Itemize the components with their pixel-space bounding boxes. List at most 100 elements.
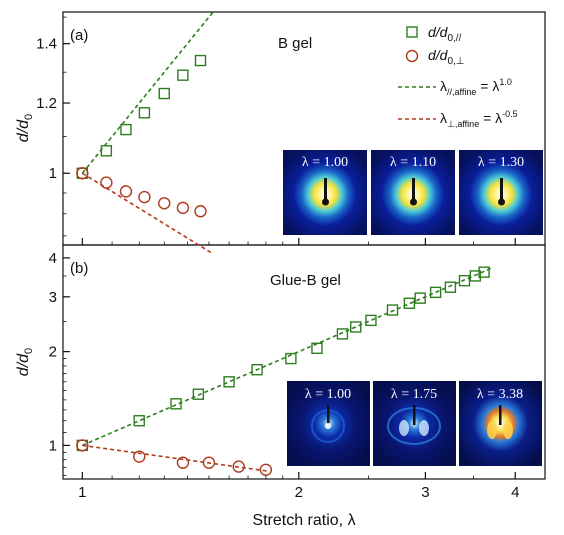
panel-b-title: Glue-B gel bbox=[270, 272, 341, 289]
data-point-b-parallel bbox=[478, 266, 490, 278]
beamstop bbox=[413, 405, 416, 425]
data-point-a-perp bbox=[76, 167, 89, 180]
data-point-a-perp bbox=[138, 190, 151, 204]
x-tick-label: 4 bbox=[511, 484, 519, 501]
data-point-a-parallel bbox=[120, 123, 132, 136]
data-point-b-perp bbox=[232, 460, 245, 473]
inset-a-3: λ = 1.30 bbox=[459, 150, 543, 235]
data-point-b-parallel bbox=[223, 376, 235, 388]
data-point-b-parallel bbox=[251, 364, 263, 376]
inset-b-1-label: λ = 1.00 bbox=[305, 387, 351, 402]
data-point-b-parallel bbox=[429, 286, 442, 299]
legend-label-perp: d/d0,⊥ bbox=[428, 47, 465, 67]
legend-label-affine-parallel: λ//,affine = λ1.0 bbox=[440, 77, 512, 97]
data-point-a-parallel bbox=[177, 69, 189, 81]
inset-b-2-label: λ = 1.75 bbox=[391, 387, 437, 402]
data-point-b-perp bbox=[259, 463, 273, 476]
panel-b-fit-lines bbox=[82, 267, 492, 473]
legend-aff-perp-eq: = λ bbox=[479, 110, 502, 126]
data-point-b-perp bbox=[76, 439, 89, 452]
panel-b-label: (b) bbox=[70, 260, 88, 277]
panel-a-ylabel-sub: 0 bbox=[23, 114, 35, 120]
inset-b-3-label: λ = 3.38 bbox=[477, 387, 523, 402]
inset-a-1: λ = 1.00 bbox=[283, 150, 367, 235]
legend: d/d0,// d/d0,⊥ λ//,affine = λ1.0 λ⊥,affi… bbox=[397, 14, 543, 133]
data-point-b-parallel bbox=[133, 415, 145, 427]
panel-a-data-markers bbox=[76, 54, 207, 218]
inset-a-1-label: λ = 1.00 bbox=[302, 155, 348, 170]
inset-b-3: λ = 3.38 bbox=[459, 381, 542, 466]
inset-a-2-label: λ = 1.10 bbox=[390, 155, 436, 170]
data-point-a-parallel bbox=[194, 54, 207, 67]
panel-b-data-markers bbox=[76, 266, 490, 476]
panel-b-ylabel: d/d0 bbox=[15, 348, 35, 376]
panel-a-insets: λ = 1.00 λ = 1.10 λ = 1.30 bbox=[283, 150, 543, 235]
fit-line-b-perp bbox=[82, 444, 270, 473]
data-point-a-perp bbox=[194, 205, 207, 218]
legend-label-parallel-main: d/d bbox=[428, 24, 449, 40]
data-point-a-parallel bbox=[158, 87, 170, 100]
inset-a-2: λ = 1.10 bbox=[371, 150, 455, 235]
data-point-b-parallel bbox=[386, 304, 399, 316]
x-tick-label: 3 bbox=[421, 484, 429, 501]
beamstop bbox=[500, 178, 503, 202]
beamstop bbox=[324, 178, 327, 202]
y-tick-label: 1 bbox=[49, 437, 57, 454]
data-point-b-parallel bbox=[365, 314, 377, 327]
beamstop bbox=[327, 405, 330, 425]
data-point-b-parallel bbox=[403, 297, 416, 309]
y-tick-label: 3 bbox=[49, 289, 57, 306]
data-point-b-parallel bbox=[192, 388, 205, 400]
inset-b-1: λ = 1.00 bbox=[287, 381, 370, 466]
data-point-b-parallel bbox=[350, 321, 362, 333]
legend-aff-par-main: λ bbox=[440, 78, 447, 94]
y-tick-label: 4 bbox=[49, 250, 57, 267]
legend-label-parallel-sub: 0,// bbox=[447, 33, 461, 44]
panel-b-ylabel-main: d/d bbox=[15, 353, 32, 376]
data-point-a-perp bbox=[119, 185, 133, 198]
data-point-b-parallel bbox=[311, 342, 323, 355]
data-point-a-parallel bbox=[100, 145, 113, 157]
data-point-b-parallel bbox=[458, 274, 471, 287]
y-tick-label: 1.4 bbox=[36, 36, 57, 53]
beamstop bbox=[412, 178, 415, 202]
legend-aff-par-eq: = λ bbox=[476, 78, 499, 94]
legend-label-perp-sub: 0,⊥ bbox=[447, 56, 464, 67]
legend-aff-par-sup: 1.0 bbox=[499, 77, 512, 87]
fit-line-a-perp bbox=[81, 172, 214, 255]
beamstop bbox=[499, 405, 502, 425]
data-point-a-perp bbox=[176, 201, 190, 215]
legend-marker-perp bbox=[405, 49, 419, 63]
fit-line-b-parallel bbox=[82, 267, 492, 447]
y-tick-label: 1.2 bbox=[36, 95, 57, 112]
x-tick-label: 2 bbox=[295, 484, 303, 501]
data-point-b-perp bbox=[133, 450, 146, 463]
inset-b-2: λ = 1.75 bbox=[373, 381, 456, 466]
data-point-a-perp bbox=[158, 197, 171, 210]
panel-a-ylabel: d/d0 bbox=[15, 114, 35, 142]
legend-label-affine-perp: λ⊥,affine = λ-0.5 bbox=[440, 109, 518, 129]
data-point-b-parallel bbox=[170, 398, 182, 410]
panel-b-ylabel-sub: 0 bbox=[23, 348, 35, 354]
legend-label-perp-main: d/d bbox=[428, 47, 449, 63]
panel-b-insets: λ = 1.00 λ = 1.75 λ = 3.38 bbox=[287, 381, 542, 466]
data-point-a-perp bbox=[100, 176, 113, 189]
legend-marker-parallel bbox=[406, 26, 418, 38]
data-point-b-parallel bbox=[469, 270, 482, 282]
panel-a-fit-lines bbox=[81, 11, 214, 255]
x-tick-label: 1 bbox=[78, 484, 86, 501]
panel-a-label: (a) bbox=[70, 27, 88, 44]
data-point-b-parallel bbox=[414, 292, 426, 304]
legend-aff-perp-sup: -0.5 bbox=[502, 109, 518, 119]
panel-a-title: B gel bbox=[278, 35, 312, 52]
x-axis-title: Stretch ratio, λ bbox=[252, 512, 355, 529]
legend-box bbox=[397, 14, 543, 133]
legend-aff-perp-main: λ bbox=[440, 110, 447, 126]
inset-a-3-label: λ = 1.30 bbox=[478, 155, 524, 170]
legend-label-parallel: d/d0,// bbox=[428, 24, 462, 44]
data-point-b-parallel bbox=[285, 352, 297, 365]
panel-a-ylabel-main: d/d bbox=[15, 119, 32, 142]
panel-a-ticks: 1 1.2 1.4 bbox=[36, 16, 516, 245]
data-point-a-parallel bbox=[138, 107, 151, 119]
